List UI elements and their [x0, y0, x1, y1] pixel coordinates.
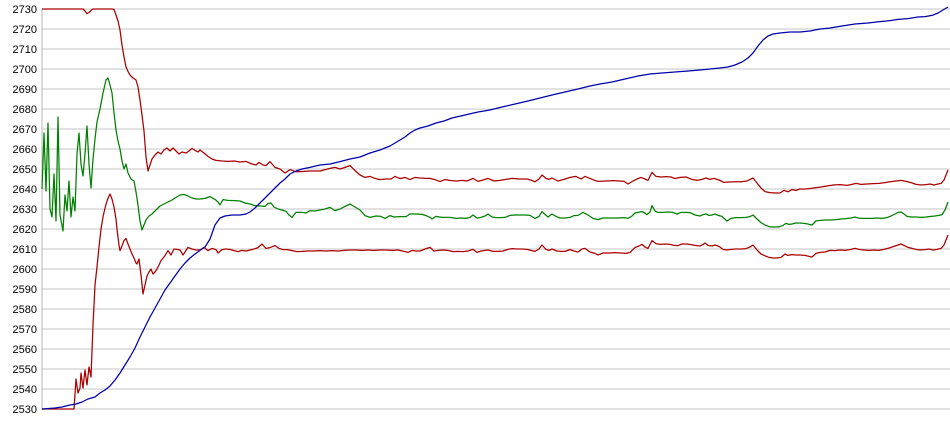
series-line-red-lower-bound [42, 193, 949, 410]
y-axis-tick-label: 2720 [13, 24, 37, 36]
y-axis-tick-label: 2640 [13, 184, 37, 196]
y-axis-tick-label: 2590 [13, 284, 37, 296]
y-axis-tick-label: 2680 [13, 104, 37, 116]
y-axis-tick-label: 2610 [13, 244, 37, 256]
y-axis-tick-label: 2700 [13, 64, 37, 76]
y-axis-tick-label: 2710 [13, 44, 37, 56]
y-axis-tick-label: 2580 [13, 304, 37, 316]
series-line-blue-cumulative [41, 6, 949, 410]
y-axis-tick-label: 2570 [13, 324, 37, 336]
y-axis-tick-label: 2550 [13, 364, 37, 376]
y-axis-tick-label: 2730 [13, 4, 37, 16]
series-line-green-estimate [41, 77, 949, 232]
y-axis-tick-label: 2530 [13, 404, 37, 416]
y-axis-tick-label: 2620 [13, 224, 37, 236]
y-axis-tick-label: 2670 [13, 124, 37, 136]
y-axis-tick-label: 2650 [13, 164, 37, 176]
y-axis-tick-label: 2540 [13, 384, 37, 396]
y-axis-tick-label: 2600 [13, 264, 37, 276]
y-axis-tick-label: 2630 [13, 204, 37, 216]
y-axis-tick-label: 2560 [13, 344, 37, 356]
y-axis-tick-label: 2690 [13, 84, 37, 96]
series-line-red-upper-bound [42, 8, 949, 194]
y-axis-tick-label: 2660 [13, 144, 37, 156]
